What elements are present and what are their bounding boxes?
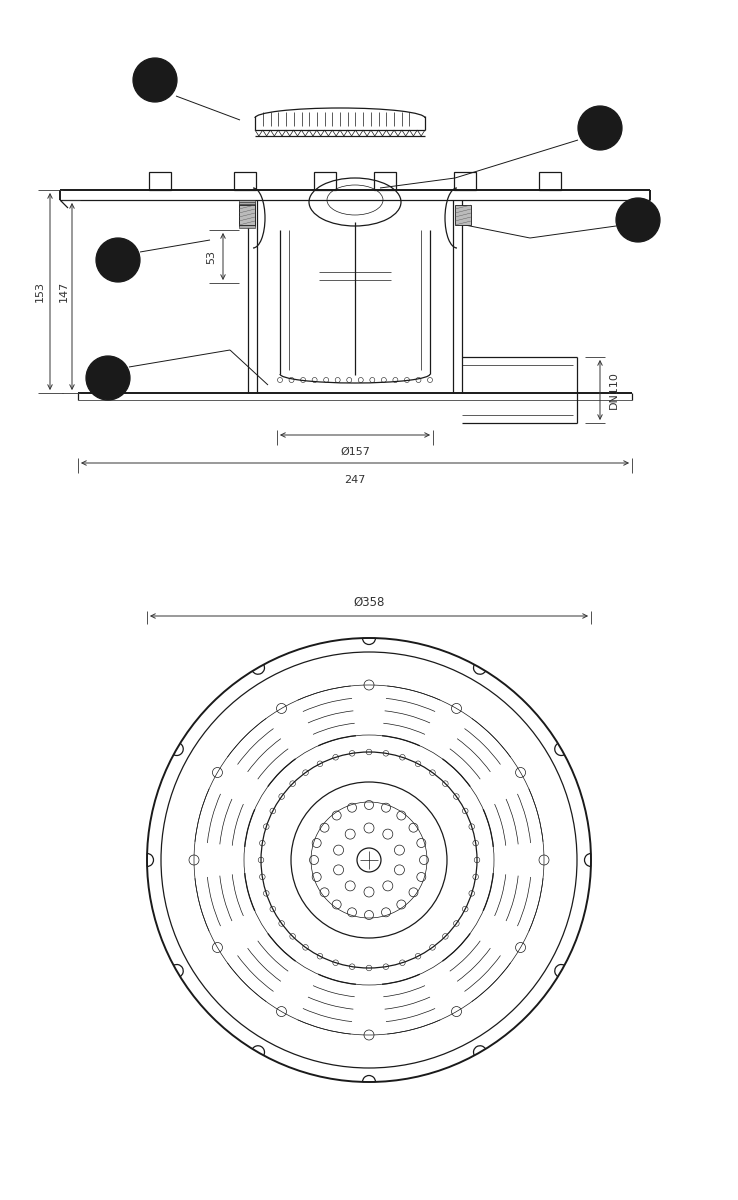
Text: 3: 3 xyxy=(102,368,114,388)
Bar xyxy=(239,208,255,228)
Bar xyxy=(454,172,476,190)
Bar xyxy=(374,172,396,190)
Text: 53: 53 xyxy=(206,250,216,264)
Bar xyxy=(239,202,255,222)
Circle shape xyxy=(86,356,130,400)
Text: 153: 153 xyxy=(35,281,45,302)
Bar xyxy=(314,172,336,190)
Text: Ø358: Ø358 xyxy=(354,596,384,608)
Circle shape xyxy=(616,198,660,242)
Text: 147: 147 xyxy=(59,281,69,302)
Bar xyxy=(239,204,255,224)
Text: DN110: DN110 xyxy=(609,371,619,409)
Bar xyxy=(239,205,255,226)
Bar xyxy=(455,205,471,226)
Text: 1: 1 xyxy=(594,119,606,138)
Text: 247: 247 xyxy=(345,475,366,485)
Circle shape xyxy=(578,106,622,150)
Text: 4: 4 xyxy=(112,251,124,270)
Circle shape xyxy=(96,238,140,282)
Bar xyxy=(539,172,561,190)
Bar xyxy=(239,206,255,226)
Bar xyxy=(239,200,255,220)
Bar xyxy=(149,172,171,190)
Bar xyxy=(234,172,256,190)
Text: 2: 2 xyxy=(632,210,644,229)
Text: 5: 5 xyxy=(149,71,161,90)
Text: Ø157: Ø157 xyxy=(340,446,370,457)
Circle shape xyxy=(133,58,177,102)
